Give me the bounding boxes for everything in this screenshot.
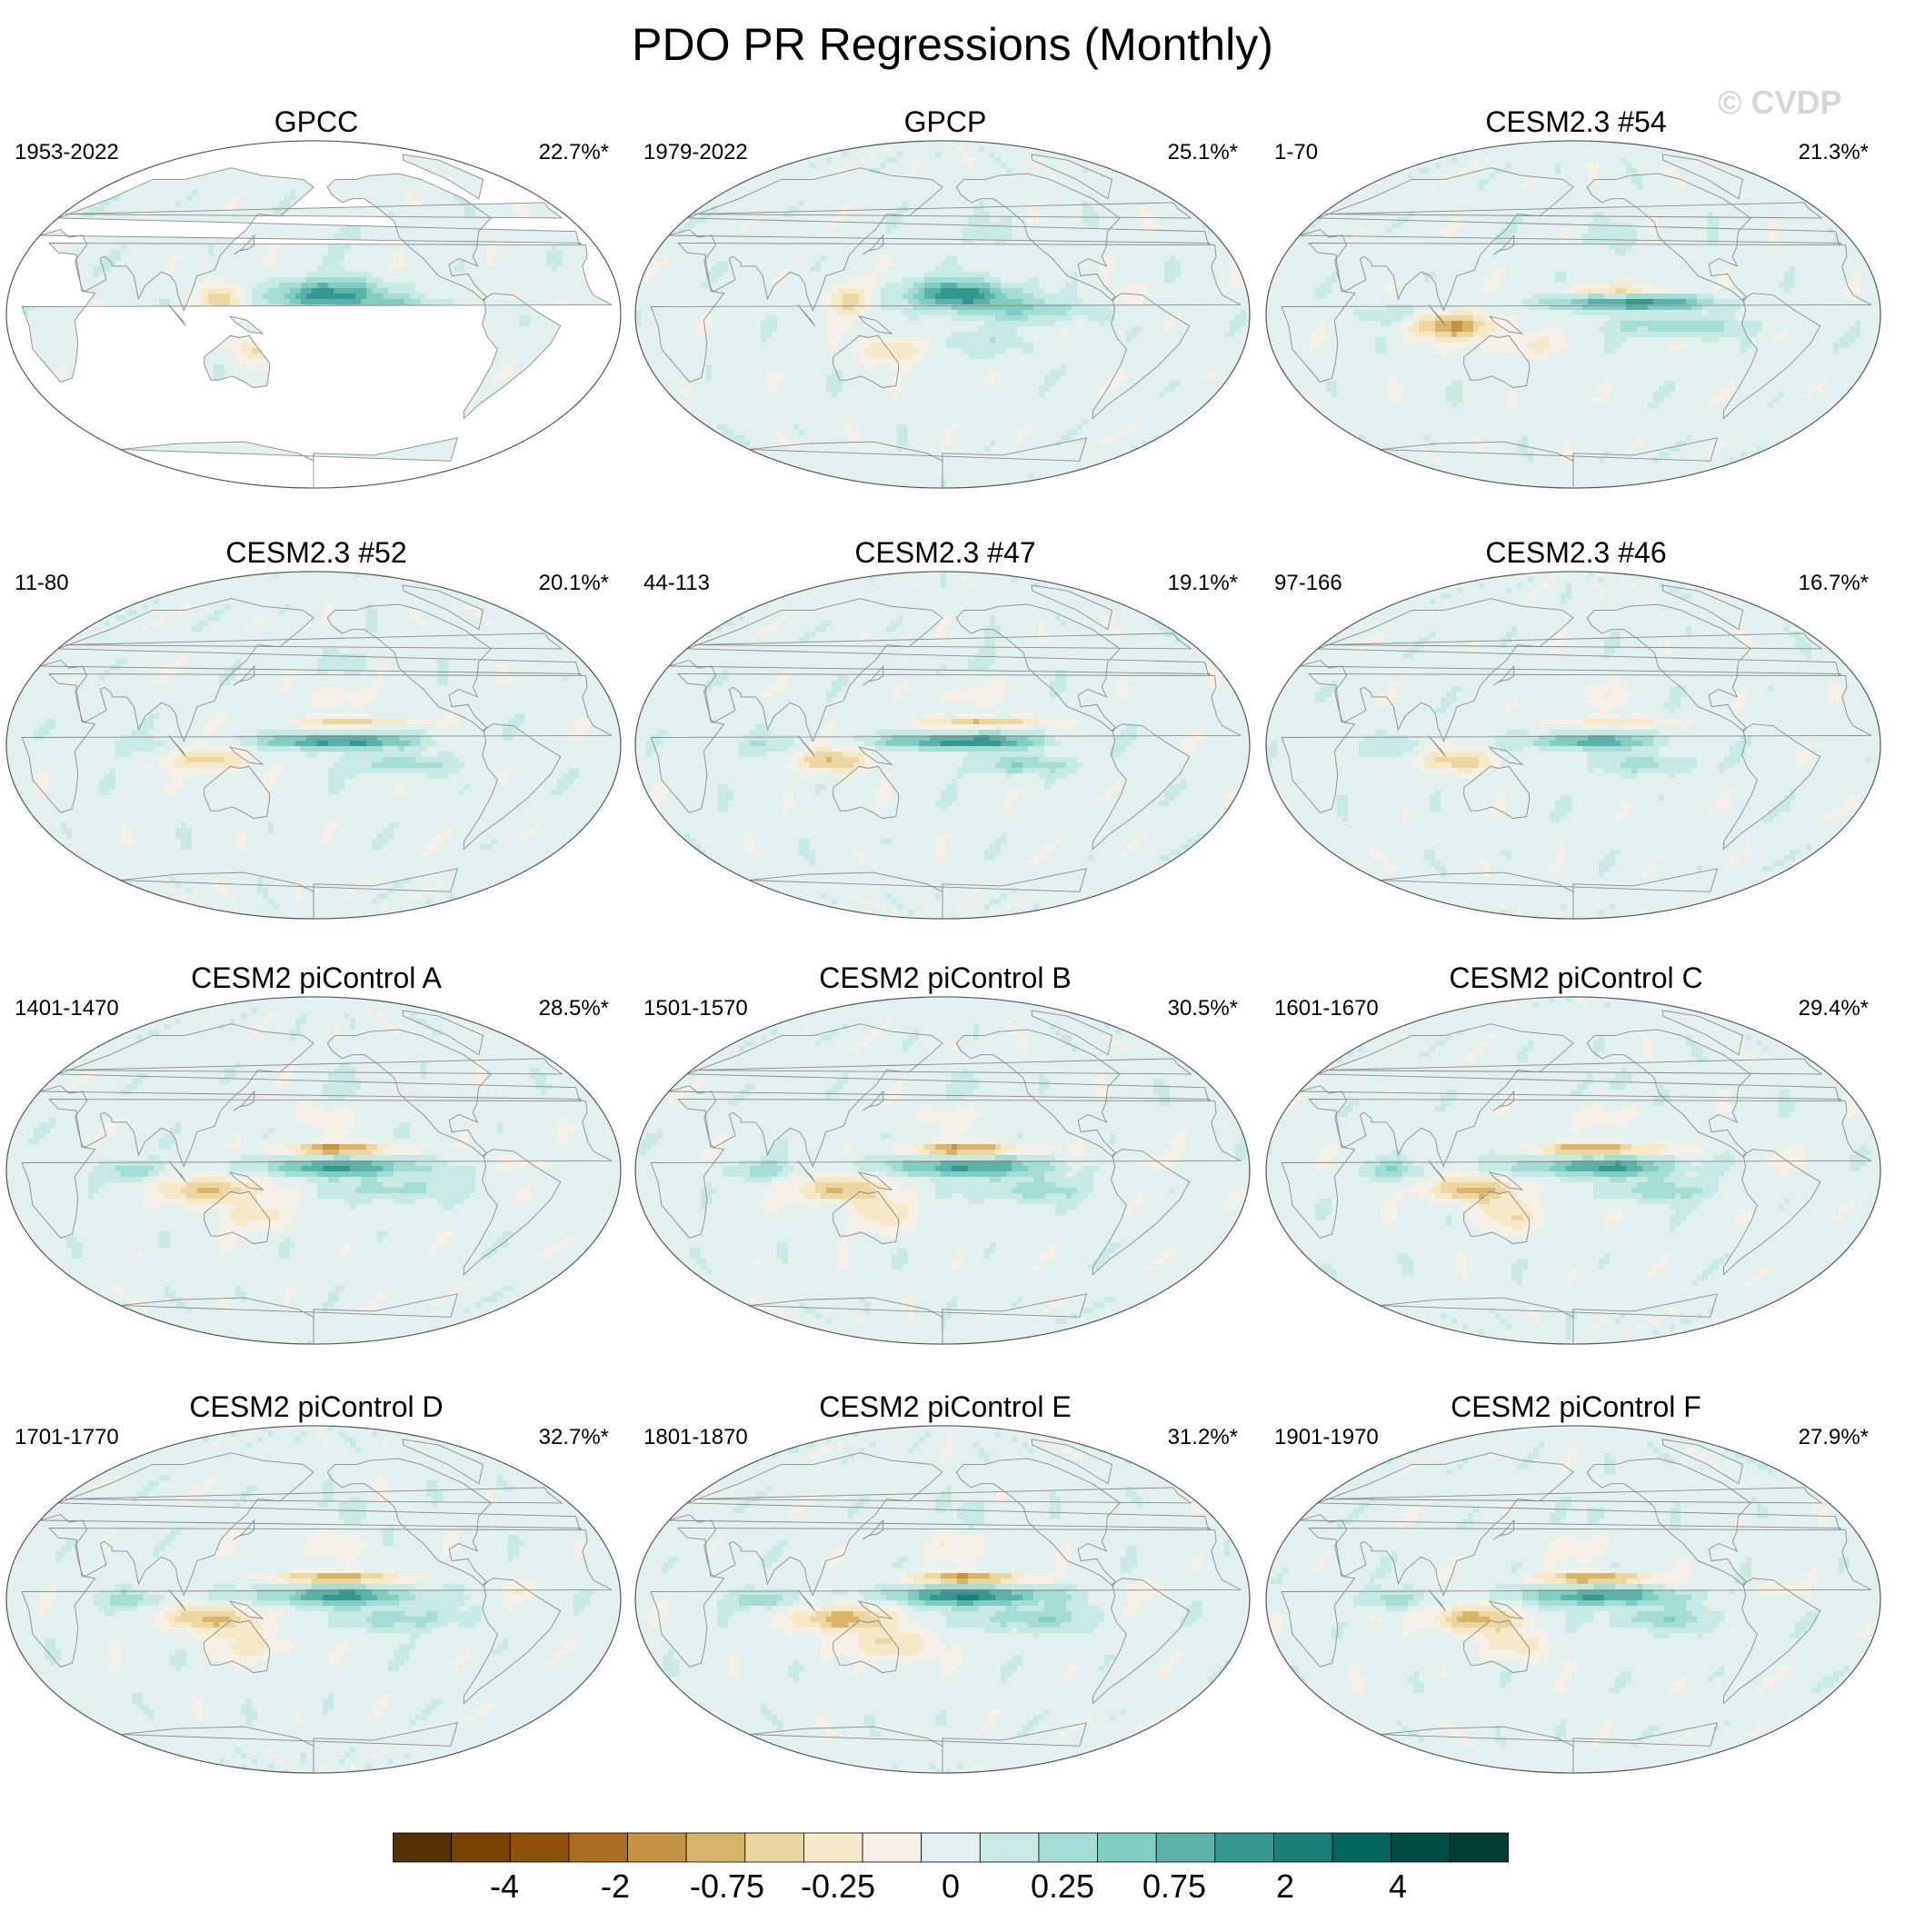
panel-period: 1979-2022: [643, 140, 748, 165]
panel-variance: 32.7%*: [539, 1425, 609, 1450]
map-panel: CESM2.3 #47 44-113 19.1%*: [629, 536, 1262, 961]
panel-period: 1501-1570: [643, 996, 748, 1021]
map-panel: CESM2.3 #54 1-70 21.3%*: [1260, 105, 1892, 531]
colorbar-swatch: [980, 1833, 1039, 1862]
robinson-map: [0, 1419, 627, 1783]
colorbar-tick-label: 0: [942, 1867, 960, 1906]
panel-variance: 20.1%*: [539, 571, 609, 596]
map-panel: CESM2.3 #46 97-166 16.7%*: [1260, 536, 1892, 961]
panel-title: CESM2 piControl C: [1260, 961, 1892, 995]
panel-period: 1601-1670: [1274, 996, 1379, 1021]
panel-period: 97-166: [1274, 571, 1342, 596]
colorbar-tick-label: 0.75: [1142, 1867, 1206, 1906]
panel-title: CESM2 piControl B: [629, 961, 1262, 995]
panel-title: CESM2 piControl A: [0, 961, 633, 995]
colorbar-swatch: [1039, 1833, 1098, 1862]
panel-period: 1901-1970: [1274, 1425, 1379, 1450]
map-panel: CESM2 piControl A 1401-1470 28.5%*: [0, 961, 633, 1387]
robinson-map: [0, 991, 627, 1354]
colorbar-swatch: [1332, 1833, 1391, 1862]
robinson-map: [1260, 134, 1887, 498]
colorbar-tick-label: -2: [601, 1867, 630, 1906]
colorbar-swatch: [1391, 1833, 1451, 1862]
panel-period: 44-113: [643, 571, 710, 596]
panel-title: GPCC: [0, 105, 633, 139]
panel-title: CESM2.3 #47: [629, 536, 1262, 570]
colorbar-swatch: [510, 1833, 569, 1862]
colorbar-swatch: [803, 1833, 863, 1862]
panel-variance: 21.3%*: [1799, 140, 1869, 165]
robinson-map: [0, 134, 627, 498]
colorbar-swatch: [393, 1833, 452, 1862]
colorbar-tick-label: -0.75: [690, 1867, 764, 1906]
colorbar-tick-label: -4: [490, 1867, 519, 1906]
colorbar-tick-label: -0.25: [801, 1867, 875, 1906]
panel-title: CESM2 piControl D: [0, 1390, 633, 1424]
panel-title: CESM2.3 #46: [1260, 536, 1892, 570]
robinson-map: [0, 565, 627, 929]
panel-variance: 28.5%*: [539, 996, 609, 1021]
panel-title: CESM2.3 #52: [0, 536, 633, 570]
panel-period: 1801-1870: [643, 1425, 748, 1450]
panel-variance: 30.5%*: [1168, 996, 1238, 1021]
panel-period: 1401-1470: [15, 996, 119, 1021]
panel-variance: 27.9%*: [1799, 1425, 1869, 1450]
robinson-map: [1260, 565, 1887, 929]
panel-variance: 29.4%*: [1799, 996, 1869, 1021]
map-panel: CESM2 piControl C 1601-1670 29.4%*: [1260, 961, 1892, 1387]
colorbar-swatch: [922, 1833, 981, 1862]
map-panel: CESM2 piControl B 1501-1570 30.5%*: [629, 961, 1262, 1387]
robinson-map: [1260, 991, 1887, 1354]
panel-variance: 25.1%*: [1168, 140, 1238, 165]
map-panel: CESM2 piControl F 1901-1970 27.9%*: [1260, 1390, 1892, 1816]
map-panel: CESM2 piControl D 1701-1770 32.7%*: [0, 1390, 633, 1816]
robinson-map: [629, 134, 1256, 498]
panel-variance: 19.1%*: [1168, 571, 1238, 596]
panel-title: CESM2 piControl F: [1260, 1390, 1892, 1424]
panel-title: CESM2 piControl E: [629, 1390, 1262, 1424]
colorbar-swatch: [1273, 1833, 1332, 1862]
colorbar-swatch: [686, 1833, 745, 1862]
map-panel: CESM2.3 #52 11-80 20.1%*: [0, 536, 633, 961]
colorbar-swatch: [1450, 1833, 1509, 1862]
colorbar-swatch: [1098, 1833, 1157, 1862]
colorbar: [393, 1832, 1509, 1863]
robinson-map: [629, 1419, 1256, 1783]
colorbar-tick-label: 0.25: [1031, 1867, 1094, 1906]
panel-variance: 16.7%*: [1799, 571, 1869, 596]
colorbar-swatch: [745, 1833, 804, 1862]
map-panel: CESM2 piControl E 1801-1870 31.2%*: [629, 1390, 1262, 1816]
colorbar-swatch: [569, 1833, 628, 1862]
colorbar-swatch: [863, 1833, 922, 1862]
map-panel: GPCP 1979-2022 25.1%*: [629, 105, 1262, 531]
panel-title: CESM2.3 #54: [1260, 105, 1892, 139]
panel-variance: 31.2%*: [1168, 1425, 1238, 1450]
colorbar-swatch: [1215, 1833, 1274, 1862]
figure-title: PDO PR Regressions (Monthly): [0, 18, 1905, 71]
panel-variance: 22.7%*: [539, 140, 609, 165]
panel-title: GPCP: [629, 105, 1262, 139]
map-panel: GPCC 1953-2022 22.7%*: [0, 105, 633, 531]
colorbar-swatch: [452, 1833, 511, 1862]
colorbar-swatch: [1156, 1833, 1215, 1862]
colorbar-swatch: [628, 1833, 687, 1862]
panel-period: 1701-1770: [15, 1425, 119, 1450]
panel-period: 1953-2022: [15, 140, 119, 165]
colorbar-tick-label: 2: [1276, 1867, 1294, 1906]
panel-period: 1-70: [1274, 140, 1318, 165]
colorbar-tick-label: 4: [1389, 1867, 1407, 1906]
robinson-map: [629, 565, 1256, 929]
panel-period: 11-80: [15, 571, 69, 596]
robinson-map: [629, 991, 1256, 1354]
robinson-map: [1260, 1419, 1887, 1783]
